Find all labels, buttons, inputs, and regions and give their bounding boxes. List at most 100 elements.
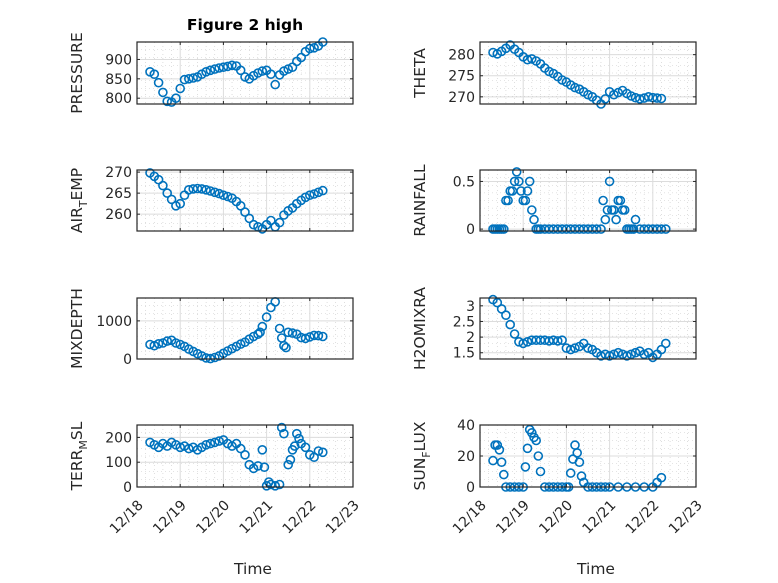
y-tick-label: 2 bbox=[466, 330, 475, 346]
data-point bbox=[210, 437, 220, 448]
y-tick-label: 0 bbox=[466, 222, 475, 238]
data-point bbox=[656, 224, 667, 234]
y-tick-label: 20 bbox=[457, 449, 475, 465]
data-point bbox=[184, 443, 194, 454]
axes-box bbox=[136, 169, 354, 232]
data-point bbox=[522, 336, 533, 347]
data-point bbox=[520, 462, 531, 472]
data-point bbox=[565, 344, 576, 355]
data-point bbox=[615, 195, 626, 206]
y-axis-label-rest: SL bbox=[68, 421, 86, 440]
subplot-h2omixra: 1.522.53 H2OMIXRA bbox=[411, 287, 697, 370]
data-point bbox=[570, 343, 580, 353]
data-point bbox=[205, 65, 216, 76]
data-point bbox=[175, 83, 185, 94]
data-point bbox=[149, 69, 160, 79]
data-point bbox=[626, 349, 637, 360]
data-point bbox=[255, 327, 265, 338]
data-point bbox=[583, 343, 593, 353]
data-point bbox=[283, 327, 294, 338]
data-point bbox=[498, 469, 509, 480]
y-axis-label-main: AIR bbox=[68, 207, 86, 233]
data-point bbox=[524, 176, 535, 187]
y-axis-label: PRESSURE bbox=[68, 32, 86, 114]
data-point bbox=[210, 352, 220, 363]
subplot-air: 260 265 270 AIRTEMP bbox=[68, 165, 354, 234]
data-point bbox=[153, 77, 164, 88]
data-point bbox=[218, 190, 229, 200]
data-point bbox=[205, 438, 216, 449]
data-point bbox=[516, 186, 526, 196]
data-point bbox=[520, 195, 531, 206]
data-point bbox=[283, 459, 294, 470]
data-point bbox=[570, 82, 580, 93]
data-point bbox=[565, 468, 576, 478]
data-point bbox=[197, 184, 207, 194]
data-point bbox=[576, 471, 587, 481]
y-axis-label-main: SUN bbox=[411, 458, 429, 491]
data-point bbox=[184, 185, 194, 195]
y-axis-label: H2OMIXRA bbox=[411, 287, 429, 370]
y-axis-label-rest: LUX bbox=[411, 421, 429, 451]
data-point bbox=[188, 73, 198, 83]
data-point bbox=[526, 427, 537, 438]
axes-box bbox=[479, 297, 697, 360]
data-point bbox=[522, 54, 533, 65]
axes-box bbox=[479, 41, 697, 105]
data-point bbox=[628, 224, 639, 234]
data-point bbox=[218, 62, 229, 72]
data-point bbox=[511, 167, 522, 177]
y-axis-label-rest: EMP bbox=[68, 168, 86, 201]
data-point bbox=[503, 195, 513, 206]
y-axis-label: TERRMSL bbox=[68, 421, 90, 491]
y-tick-label: 3 bbox=[466, 299, 475, 315]
data-point bbox=[171, 93, 181, 103]
figure-title: Figure 2 high bbox=[187, 16, 303, 34]
data-point bbox=[227, 60, 237, 71]
data-point bbox=[313, 187, 324, 198]
data-point bbox=[557, 335, 567, 346]
data-point bbox=[492, 440, 503, 450]
data-point bbox=[505, 319, 516, 330]
data-point bbox=[287, 328, 298, 338]
y-tick-label: 900 bbox=[105, 52, 132, 68]
y-axis-label-main: PRESSURE bbox=[68, 32, 86, 114]
data-point bbox=[656, 344, 667, 355]
data-point bbox=[660, 224, 671, 234]
data-point bbox=[514, 176, 524, 187]
data-point bbox=[214, 436, 224, 446]
y-tick-label: 800 bbox=[105, 91, 132, 107]
y-tick-label: 100 bbox=[105, 455, 132, 471]
data-point bbox=[494, 444, 505, 455]
data-point bbox=[304, 190, 315, 200]
y-tick-label: 0 bbox=[123, 480, 132, 496]
data-point bbox=[274, 479, 285, 490]
data-point bbox=[210, 64, 220, 74]
axes-box bbox=[136, 424, 354, 488]
data-point bbox=[184, 74, 194, 84]
data-point bbox=[270, 480, 281, 491]
data-point bbox=[162, 188, 172, 198]
data-point bbox=[496, 457, 507, 468]
y-tick-label: 40 bbox=[457, 418, 475, 434]
data-point bbox=[613, 347, 624, 358]
subplot-rainfall: 0 0.5 RAINFALL bbox=[411, 164, 697, 238]
data-point bbox=[285, 454, 296, 465]
data-point bbox=[535, 466, 546, 477]
data-point bbox=[660, 338, 671, 349]
y-tick-label: 275 bbox=[448, 69, 475, 85]
data-point bbox=[253, 461, 263, 471]
data-point bbox=[274, 217, 285, 228]
data-point bbox=[498, 224, 509, 234]
y-tick-label: 280 bbox=[448, 48, 475, 64]
y-axis-label: AIRTEMP bbox=[68, 168, 90, 233]
data-point bbox=[274, 323, 285, 334]
y-axis-label-main: THETA bbox=[411, 48, 429, 99]
y-tick-label: 270 bbox=[448, 90, 475, 106]
data-point bbox=[313, 446, 324, 456]
data-point bbox=[158, 180, 168, 191]
axes-box bbox=[479, 169, 697, 232]
data-point bbox=[522, 186, 533, 196]
data-point bbox=[166, 194, 177, 205]
data-point bbox=[496, 304, 507, 314]
